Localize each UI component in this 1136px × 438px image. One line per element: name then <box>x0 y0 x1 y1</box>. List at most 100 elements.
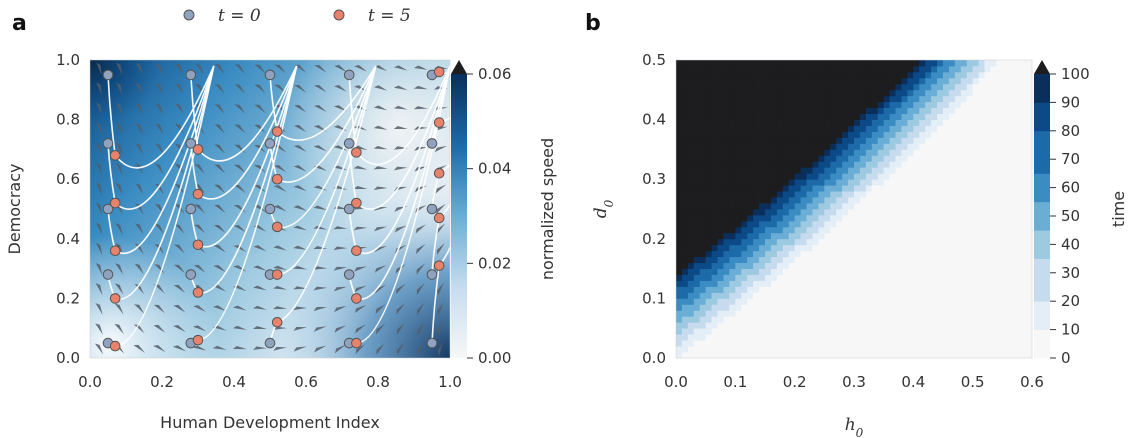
heatmap-cell <box>848 346 855 353</box>
heatmap-cell <box>812 280 819 287</box>
heatmap-cell <box>735 149 742 156</box>
heatmap-cell <box>699 167 707 174</box>
heatmap-cell <box>948 256 956 264</box>
heatmap-cell <box>812 71 819 79</box>
heatmap-cell <box>824 226 831 234</box>
flow-arrow <box>313 145 327 152</box>
heatmap-cell <box>818 238 825 246</box>
heatmap-cell <box>824 250 831 258</box>
heatmap-cell <box>699 77 707 85</box>
heatmap-cell <box>943 334 950 341</box>
heatmap-cell <box>676 60 683 67</box>
heatmap-cell <box>883 149 890 156</box>
heatmap-cell <box>717 107 724 115</box>
point-t0 <box>343 69 355 81</box>
heatmap-cell <box>848 131 855 138</box>
heatmap-cell <box>996 328 1003 335</box>
flow-arrow <box>416 263 426 275</box>
heatmap-cell <box>676 143 683 150</box>
heatmap-cell <box>972 125 979 132</box>
heatmap-cell <box>1014 77 1021 85</box>
heatmap-cell <box>842 83 849 91</box>
heatmap-cell <box>859 149 867 156</box>
heatmap-cell <box>711 304 718 311</box>
heatmap-cell <box>895 191 902 198</box>
heatmap-cell <box>806 262 813 269</box>
heatmap-cell <box>871 262 879 269</box>
heatmap-cell <box>693 60 701 67</box>
point-t5 <box>109 197 121 209</box>
heatmap-cell <box>705 322 712 329</box>
heatmap-cell <box>913 197 920 204</box>
flow-arrow <box>135 203 144 215</box>
heatmap-cell <box>711 292 718 299</box>
heatmap-cell <box>931 197 938 204</box>
heatmap-cell <box>901 280 908 287</box>
heatmap-cell <box>765 149 772 156</box>
heatmap-cell <box>776 328 784 335</box>
heatmap-cell <box>776 101 784 109</box>
heatmap-cell <box>859 203 867 210</box>
heatmap-cell <box>747 161 754 168</box>
heatmap-cell <box>848 155 855 162</box>
heatmap-cell <box>848 322 855 329</box>
heatmap-cell <box>990 334 997 341</box>
panel-a-plot <box>90 60 450 358</box>
heatmap-cell <box>824 334 831 341</box>
heatmap-cell <box>889 203 896 210</box>
heatmap-cell <box>806 250 813 258</box>
heatmap-cell <box>800 328 807 335</box>
heatmap-cell <box>1008 119 1015 126</box>
heatmap-cell <box>883 185 890 192</box>
heatmap-cell <box>919 101 926 109</box>
heatmap-cell <box>788 113 796 120</box>
heatmap-cell <box>676 83 683 91</box>
heatmap-cell <box>913 292 920 299</box>
heatmap-cell <box>854 280 861 287</box>
heatmap-cell <box>776 131 784 138</box>
heatmap-cell <box>1014 203 1021 210</box>
heatmap-cell <box>765 137 772 144</box>
heatmap-cell <box>676 179 683 186</box>
heatmap-cell <box>741 322 748 329</box>
heatmap-cell <box>1020 89 1027 97</box>
heatmap-cell <box>854 250 861 258</box>
flow-arrow <box>353 165 368 170</box>
heatmap-cell <box>883 197 890 204</box>
heatmap-cell <box>895 256 902 264</box>
flow-arrow <box>214 144 225 154</box>
heatmap-cell <box>794 274 801 281</box>
heatmap-cell <box>753 191 760 198</box>
heatmap-cell <box>996 316 1003 323</box>
heatmap-cell <box>960 262 968 269</box>
heatmap-cell <box>954 268 962 275</box>
heatmap-cell <box>753 214 760 222</box>
heatmap-cell <box>954 113 962 120</box>
heatmap-cell <box>943 280 950 287</box>
heatmap-cell <box>687 226 695 234</box>
heatmap-cell <box>759 352 766 359</box>
heatmap-cell <box>794 107 801 115</box>
flow-arrow <box>273 185 287 192</box>
heatmap-cell <box>854 316 861 323</box>
heatmap-cell <box>676 119 683 126</box>
heatmap-cell <box>960 77 968 85</box>
heatmap-cell <box>699 322 707 329</box>
heatmap-cell <box>1008 274 1015 281</box>
heatmap-cell <box>806 340 813 347</box>
heatmap-cell <box>1020 125 1027 132</box>
heatmap-cell <box>913 173 920 180</box>
colorbar-b-step <box>1034 258 1050 274</box>
heatmap-cell <box>681 316 689 323</box>
heatmap-cell <box>871 71 879 79</box>
heatmap-cell <box>729 244 736 252</box>
heatmap-cell <box>818 60 825 67</box>
heatmap-cell <box>931 334 938 341</box>
heatmap-cell <box>895 143 902 150</box>
heatmap-cell <box>901 220 908 228</box>
heatmap-cell <box>931 322 938 329</box>
heatmap-cell <box>693 89 701 97</box>
heatmap-cell <box>996 179 1003 186</box>
heatmap-cell <box>931 155 938 162</box>
heatmap-cell <box>812 60 819 67</box>
